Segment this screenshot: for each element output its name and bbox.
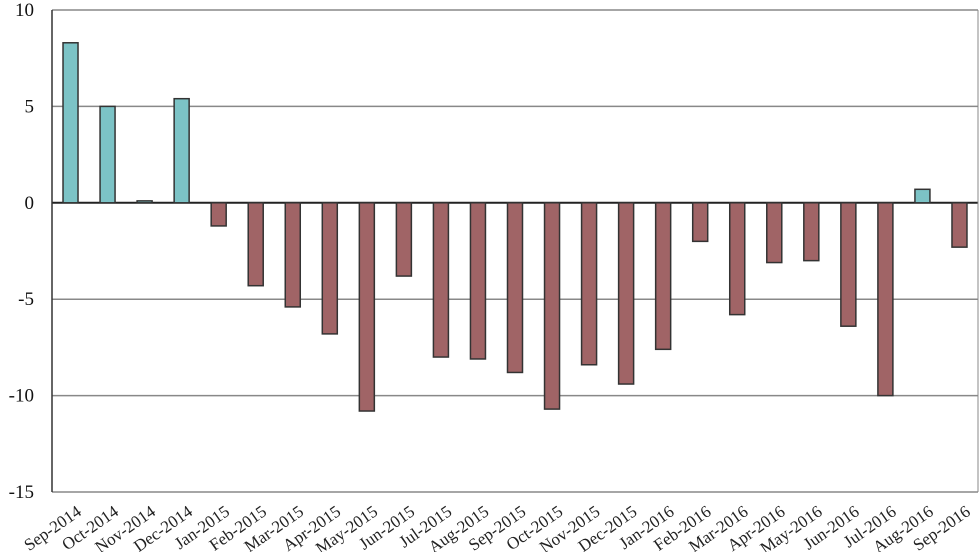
- y-tick-label: 10: [15, 0, 34, 21]
- bar: [654, 202, 672, 351]
- bar: [469, 202, 487, 360]
- bar: [803, 202, 820, 262]
- y-tick-label: 5: [25, 96, 35, 117]
- bar: [543, 202, 561, 410]
- bar: [728, 202, 746, 316]
- bar: [877, 202, 894, 397]
- bar: [358, 202, 376, 412]
- bar: [840, 202, 857, 327]
- bar: [173, 97, 190, 204]
- bar: [136, 200, 153, 204]
- bar: [951, 202, 968, 248]
- bar: [766, 202, 783, 264]
- bar: [580, 202, 598, 366]
- y-tick-label: -5: [18, 289, 34, 310]
- bar: [617, 202, 635, 385]
- bar: [432, 202, 450, 358]
- bar: [247, 202, 264, 287]
- bar: [284, 202, 302, 308]
- y-tick-label: -10: [9, 386, 34, 407]
- y-tick-label: 0: [25, 193, 35, 214]
- bar: [99, 105, 116, 204]
- bar: [395, 202, 413, 277]
- bar: [62, 42, 79, 204]
- y-tick-label: -15: [9, 482, 34, 503]
- bar: [210, 202, 227, 227]
- bar: [321, 202, 339, 335]
- bar: [914, 188, 931, 204]
- bar: [691, 202, 709, 243]
- bar: [506, 202, 524, 374]
